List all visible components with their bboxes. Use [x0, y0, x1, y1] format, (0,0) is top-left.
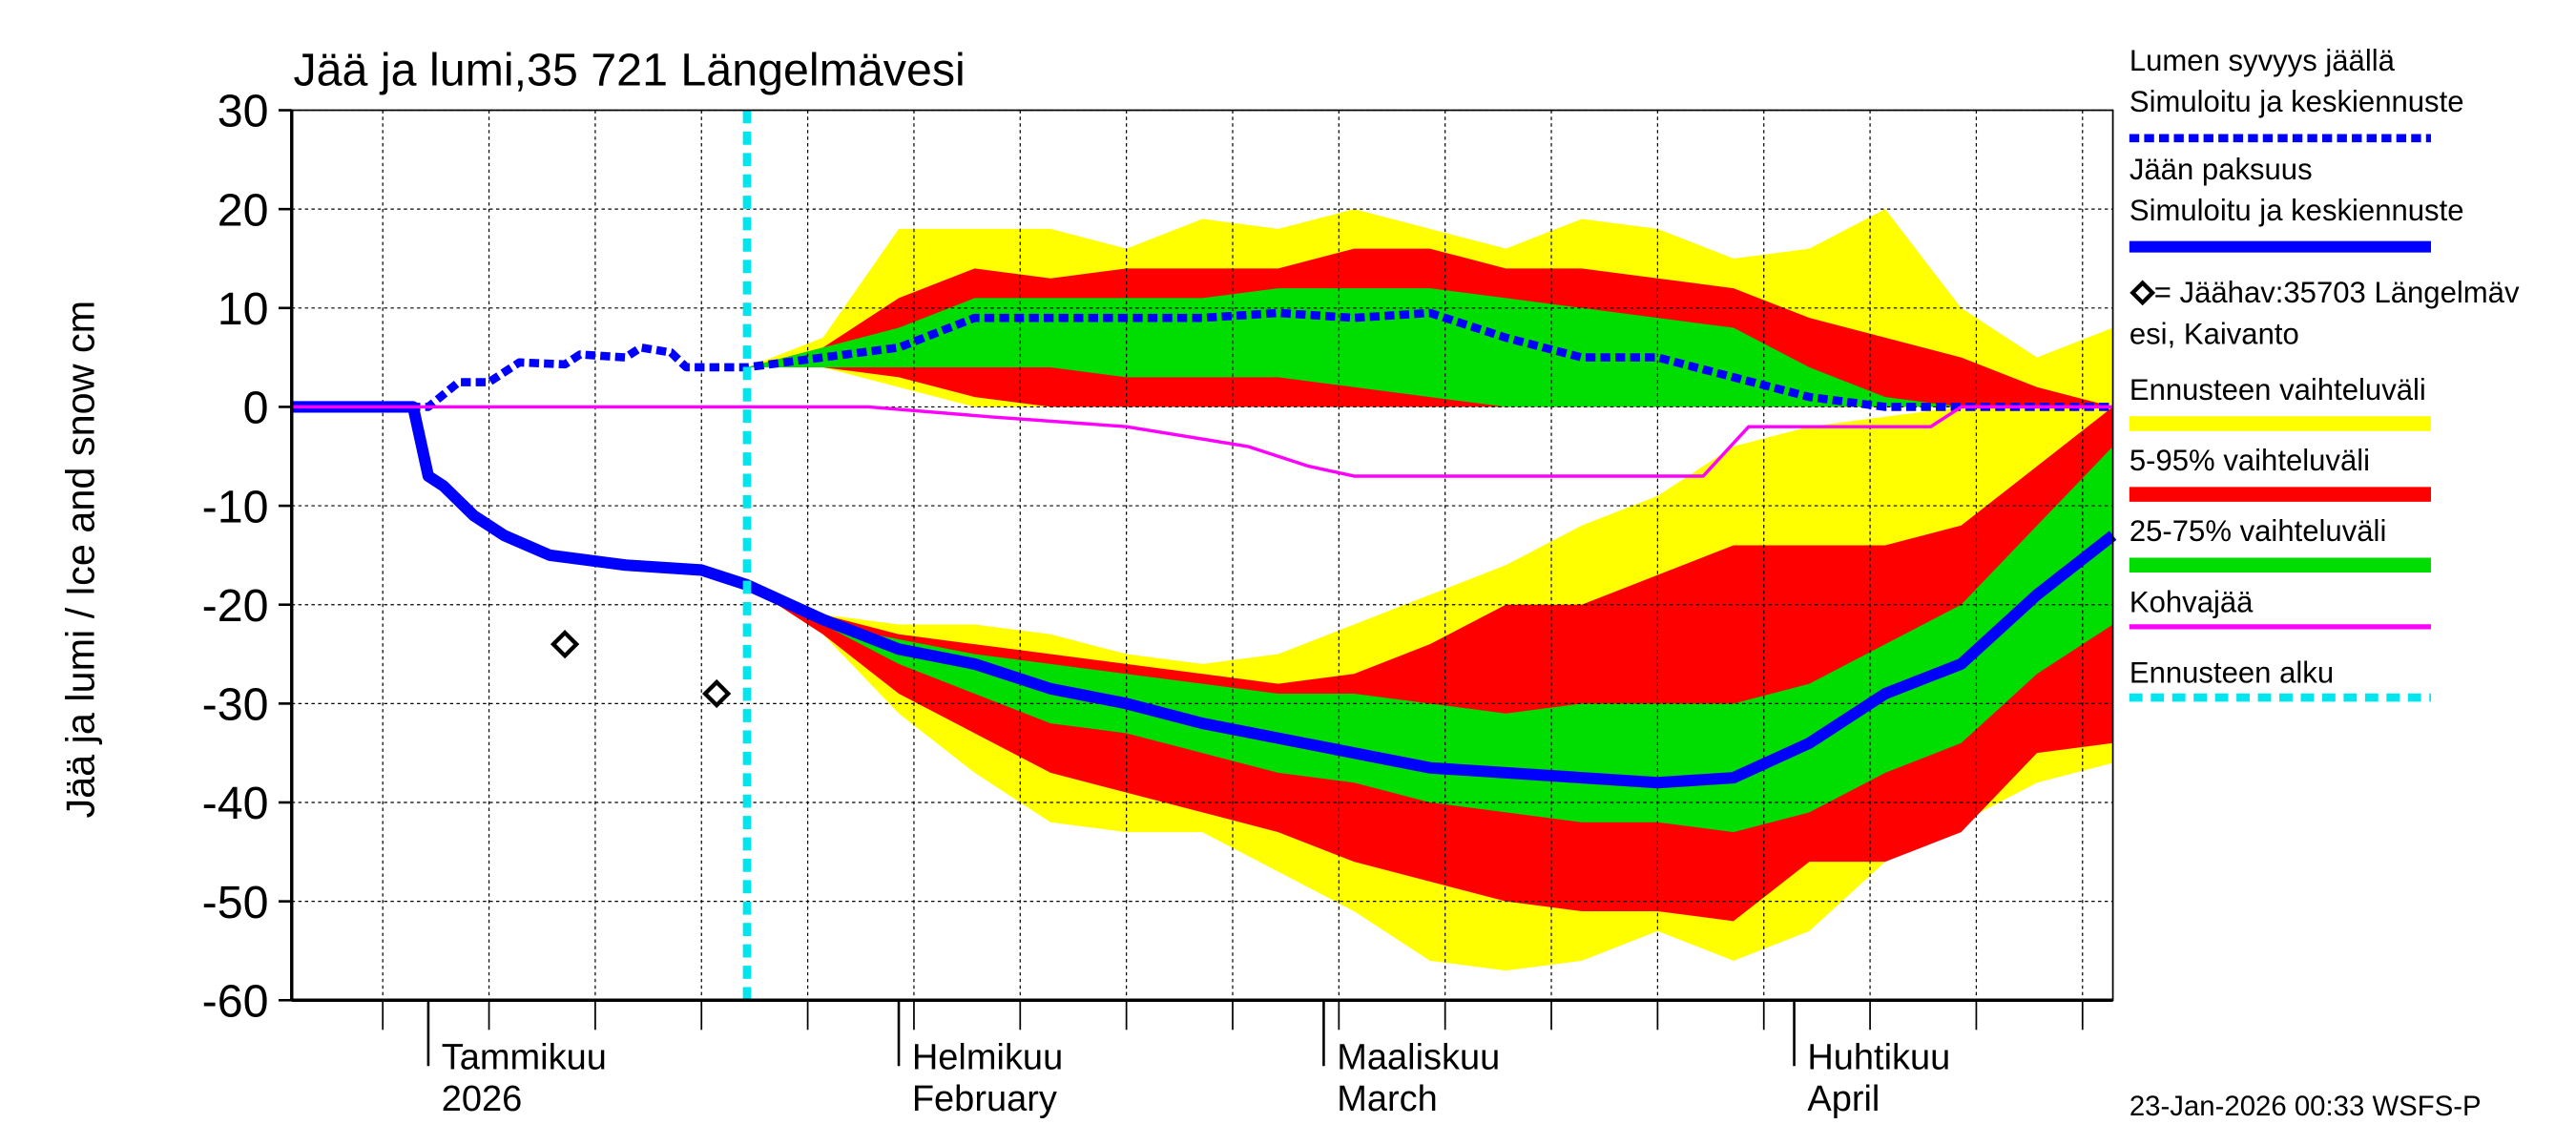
- legend-label: Simuloitu ja keskiennuste: [2129, 85, 2464, 118]
- chart-title: Jää ja lumi,35 721 Längelmävesi: [293, 45, 965, 96]
- x-tick-label: February: [912, 1079, 1057, 1119]
- y-tick-label: -20: [202, 580, 269, 632]
- legend-label: Ennusteen alku: [2129, 656, 2334, 690]
- x-tick-label: April: [1807, 1079, 1880, 1119]
- y-tick-label: 30: [218, 86, 269, 137]
- legend-label: 25-75% vaihteluväli: [2129, 514, 2387, 548]
- legend-label: Ennusteen vaihteluväli: [2129, 373, 2426, 406]
- legend-label: Jään paksuus: [2129, 153, 2313, 186]
- legend-label: Lumen syvyys jäällä: [2129, 44, 2396, 77]
- x-tick-label: Helmikuu: [912, 1038, 1063, 1078]
- y-tick-label: -30: [202, 679, 269, 731]
- timestamp: 23-Jan-2026 00:33 WSFS-P: [2129, 1091, 2482, 1122]
- series-line: [291, 405, 2113, 478]
- legend-label: Kohvajää: [2129, 585, 2254, 618]
- observation-point: [550, 630, 580, 659]
- plot-area: [291, 109, 2117, 1001]
- x-tick-label: 2026: [442, 1079, 523, 1119]
- x-tick-label: Huhtikuu: [1807, 1038, 1950, 1078]
- x-tick-label: Maaliskuu: [1337, 1038, 1500, 1078]
- legend-swatch: [2129, 487, 2431, 502]
- y-tick-label: 0: [243, 383, 269, 434]
- observation-point: [702, 678, 732, 709]
- y-axis-label: Jää ja lumi / Ice and snow cm: [58, 301, 102, 819]
- x-tick-label: Tammikuu: [442, 1038, 607, 1078]
- series-line: [291, 401, 2117, 789]
- y-tick-label: 20: [218, 184, 269, 236]
- legend-label: = Jäähav:35703 Längelmäv: [2154, 276, 2520, 309]
- y-tick-label: 10: [218, 283, 269, 335]
- plot-border: [290, 109, 2114, 1002]
- y-tick-label: -40: [202, 778, 269, 829]
- legend-label: 5-95% vaihteluväli: [2129, 444, 2370, 477]
- y-tick-label: -10: [202, 481, 269, 532]
- legend-label: Simuloitu ja keskiennuste: [2129, 194, 2464, 227]
- ice-band: [746, 446, 2113, 833]
- legend-label: esi, Kaivanto: [2129, 317, 2299, 350]
- legend-swatch: [2129, 280, 2156, 306]
- y-tick-label: -50: [202, 877, 269, 928]
- x-tick-label: March: [1337, 1079, 1438, 1119]
- y-tick-label: -60: [202, 976, 269, 1028]
- legend-swatch: [2129, 416, 2431, 431]
- legend-swatch: [2129, 557, 2431, 572]
- series-line: [291, 308, 2113, 411]
